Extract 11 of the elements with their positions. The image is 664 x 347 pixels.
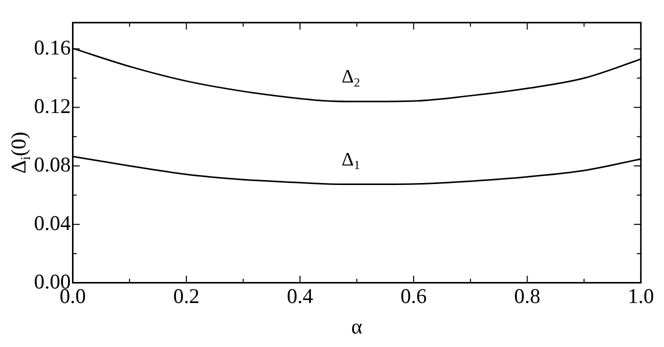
y-axis-title: Δi(0) xyxy=(6,132,33,174)
x-tick-label: 1.0 xyxy=(628,284,654,308)
x-tick-label: 0.6 xyxy=(400,284,427,308)
y-tick-label: 0.04 xyxy=(34,210,72,235)
y-tick-label: 0.08 xyxy=(34,152,71,176)
x-tick-label: 0.8 xyxy=(514,284,540,308)
x-axis-title: α xyxy=(351,314,362,339)
x-tick-label: 0.4 xyxy=(286,284,314,308)
x-tick-label: 0.2 xyxy=(173,284,200,308)
y-tick-label: 0.16 xyxy=(34,35,71,60)
y-tick-label: 0.12 xyxy=(34,94,71,118)
